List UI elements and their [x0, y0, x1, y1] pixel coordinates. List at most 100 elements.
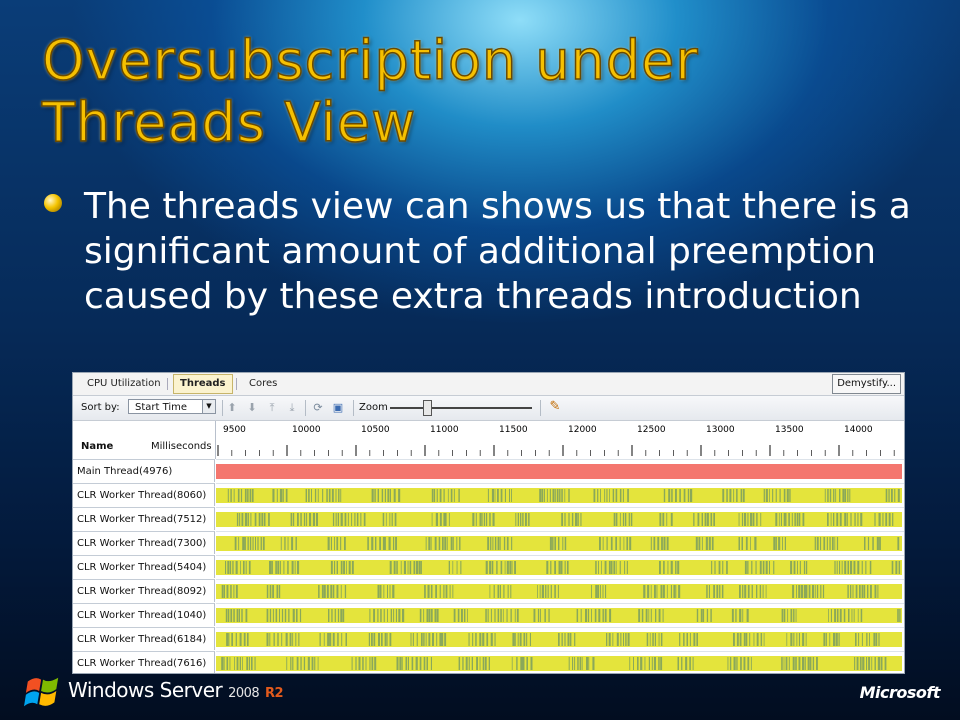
export-icon[interactable]: ▣ — [332, 401, 344, 414]
execution-segment — [223, 657, 225, 670]
thread-label-main[interactable]: Main Thread(4976) — [73, 459, 215, 482]
zoom-slider[interactable] — [390, 407, 532, 409]
execution-segment — [384, 633, 387, 646]
execution-segment — [742, 585, 744, 598]
execution-segment — [756, 513, 758, 526]
move-bottom-icon[interactable]: ⤓ — [289, 401, 295, 414]
thread-label[interactable]: CLR Worker Thread(5404) — [73, 555, 215, 578]
execution-segment — [431, 489, 434, 502]
execution-segment — [342, 609, 345, 622]
execution-segment — [574, 657, 576, 670]
thread-label[interactable]: CLR Worker Thread(6184) — [73, 627, 215, 650]
chevron-down-icon[interactable]: ▼ — [202, 400, 215, 413]
zoom-slider-thumb[interactable] — [423, 400, 432, 416]
execution-segment — [550, 585, 552, 598]
move-up-icon[interactable]: ⬆ — [227, 401, 237, 414]
execution-segment — [814, 585, 816, 598]
refresh-icon[interactable]: ⟳ — [313, 401, 323, 414]
thread-lane[interactable] — [216, 483, 904, 507]
execution-segment — [425, 537, 427, 550]
execution-segment — [272, 585, 274, 598]
thread-lane[interactable] — [216, 627, 904, 651]
thread-lane[interactable] — [216, 531, 904, 555]
execution-segment — [796, 513, 799, 526]
thread-lane[interactable] — [216, 555, 904, 579]
thread-lane-main[interactable] — [216, 459, 904, 483]
execution-segment — [331, 489, 334, 502]
execution-segment — [775, 537, 777, 550]
execution-segment — [340, 537, 342, 550]
execution-segment — [484, 657, 487, 670]
execution-segment — [344, 513, 347, 526]
execution-segment — [243, 561, 245, 574]
execution-segment — [395, 609, 397, 622]
execution-segment — [547, 585, 549, 598]
execution-segment — [663, 537, 666, 550]
thread-lane[interactable] — [216, 651, 904, 673]
thread-label[interactable]: CLR Worker Thread(8092) — [73, 579, 215, 602]
move-top-icon[interactable]: ⤒ — [269, 401, 275, 414]
thread-lane[interactable] — [216, 603, 904, 627]
execution-segment — [863, 585, 866, 598]
execution-segment — [431, 609, 433, 622]
execution-segment — [229, 657, 231, 670]
thread-label[interactable]: CLR Worker Thread(8060) — [73, 483, 215, 506]
execution-segment — [816, 657, 818, 670]
thread-label[interactable]: CLR Worker Thread(1040) — [73, 603, 215, 626]
tab-cores[interactable]: Cores — [249, 378, 278, 389]
execution-segment — [303, 657, 306, 670]
execution-segment — [387, 489, 390, 502]
pen-icon[interactable]: ✎ — [549, 399, 561, 414]
execution-segment — [348, 561, 351, 574]
execution-segment — [736, 657, 738, 670]
execution-segment — [296, 609, 298, 622]
thread-label[interactable]: CLR Worker Thread(7300) — [73, 531, 215, 554]
execution-segment — [443, 489, 445, 502]
execution-segment — [520, 513, 522, 526]
execution-segment — [830, 609, 832, 622]
thread-label[interactable]: CLR Worker Thread(7616) — [73, 651, 215, 673]
tab-cpu-utilization[interactable]: CPU Utilization — [87, 378, 161, 389]
execution-segment — [330, 561, 333, 574]
execution-segment — [379, 585, 382, 598]
execution-segment — [492, 513, 495, 526]
execution-segment — [567, 561, 569, 574]
toolbar-separator — [540, 400, 541, 416]
execution-segment — [442, 537, 444, 550]
execution-segment — [650, 537, 652, 550]
execution-segment — [239, 657, 241, 670]
execution-segment — [762, 585, 764, 598]
execution-segment — [792, 585, 795, 598]
execution-segment — [384, 489, 386, 502]
thread-label[interactable]: CLR Worker Thread(7512) — [73, 507, 215, 530]
execution-segment — [541, 489, 543, 502]
execution-segment — [888, 513, 891, 526]
execution-segment — [788, 657, 790, 670]
execution-segment — [344, 585, 347, 598]
demystify-button[interactable]: Demystify... — [832, 374, 901, 394]
execution-segment — [297, 513, 299, 526]
execution-segment — [835, 489, 837, 502]
execution-segment — [600, 489, 601, 502]
execution-segment — [393, 537, 395, 550]
execution-segment — [833, 489, 835, 502]
execution-segment — [497, 585, 500, 598]
sort-by-select[interactable]: Start Time ▼ — [128, 399, 216, 414]
thread-lane[interactable] — [216, 579, 904, 603]
execution-segment — [633, 657, 634, 670]
execution-segment — [240, 561, 241, 574]
move-down-icon[interactable]: ⬇ — [247, 401, 257, 414]
tab-threads[interactable]: Threads — [173, 374, 233, 394]
execution-segment — [562, 537, 564, 550]
execution-segment — [503, 537, 506, 550]
execution-segment — [281, 609, 284, 622]
thread-lane[interactable] — [216, 507, 904, 531]
execution-segment — [874, 657, 876, 670]
execution-segment — [746, 609, 749, 622]
execution-segment — [337, 633, 339, 646]
execution-segment — [839, 609, 842, 622]
execution-segment — [517, 633, 519, 646]
execution-segment — [318, 585, 320, 598]
execution-segment — [516, 609, 519, 622]
execution-segment — [487, 609, 489, 622]
